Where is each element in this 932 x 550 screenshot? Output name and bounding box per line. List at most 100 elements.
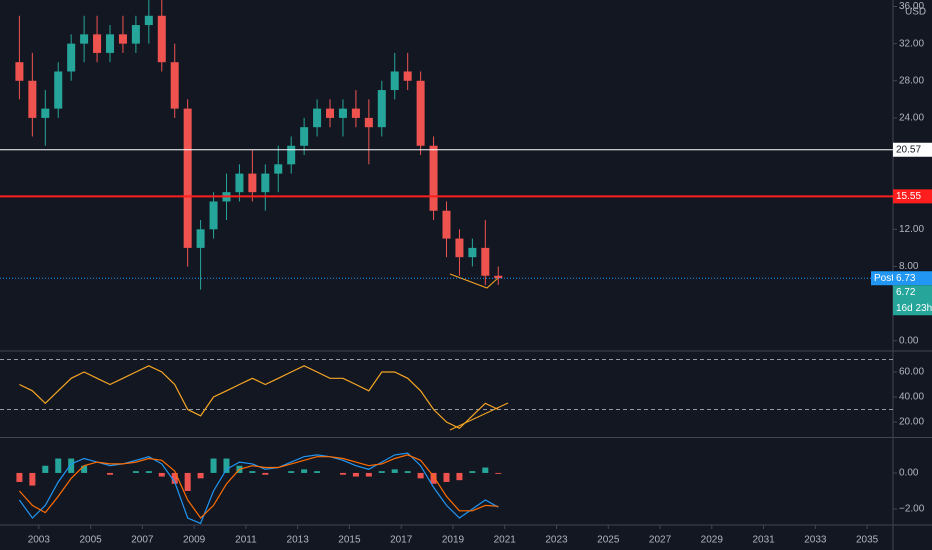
histogram-bar xyxy=(339,472,346,475)
histogram-bar xyxy=(132,471,139,473)
price-label: 20.57 xyxy=(896,144,921,155)
y-tick-label: 24.00 xyxy=(899,113,924,124)
histogram-bar xyxy=(262,472,269,475)
histogram-bar xyxy=(184,472,191,491)
x-tick-label: 2035 xyxy=(856,535,879,546)
x-tick-label: 2033 xyxy=(804,535,827,546)
histogram-bar xyxy=(197,472,204,479)
last-price-label: 6.73 xyxy=(896,273,916,284)
candle-body xyxy=(364,117,373,128)
histogram-bar xyxy=(404,471,411,473)
x-tick-label: 2017 xyxy=(390,535,413,546)
histogram-bar xyxy=(417,472,424,479)
y-tick-label: 28.00 xyxy=(899,75,924,86)
x-tick-label: 2023 xyxy=(545,535,568,546)
candle-body xyxy=(157,15,166,63)
y-tick-label: 60.00 xyxy=(899,367,924,378)
candle-body xyxy=(15,62,24,81)
candle-body xyxy=(468,247,477,258)
candle-body xyxy=(338,108,347,118)
signal-line xyxy=(18,454,499,519)
price-label-box xyxy=(893,142,932,157)
y-tick-label: 32.00 xyxy=(899,38,924,49)
candle-body xyxy=(183,108,192,248)
candle-body xyxy=(300,127,309,146)
x-tick-label: 2013 xyxy=(287,535,310,546)
histogram-bar xyxy=(223,458,230,473)
candle-body xyxy=(274,164,283,174)
histogram-bar xyxy=(314,471,321,473)
histogram-bar xyxy=(288,471,295,473)
candle-body xyxy=(313,108,322,128)
candle-body xyxy=(67,43,76,72)
histogram-bar xyxy=(430,472,437,484)
y-tick-label: 0.00 xyxy=(899,335,919,346)
candle-body xyxy=(494,275,503,279)
candle-body xyxy=(106,34,115,53)
post-tag-box xyxy=(871,271,893,286)
y-tick-label: −2.00 xyxy=(899,504,925,515)
candle-body xyxy=(196,229,205,248)
y-tick-label: 12.00 xyxy=(899,224,924,235)
candle-body xyxy=(41,108,50,118)
candle-body xyxy=(326,108,335,118)
candle-body xyxy=(455,238,464,258)
histogram-bar xyxy=(482,467,489,473)
currency-label: USD xyxy=(905,7,926,18)
candle-body xyxy=(481,247,490,276)
x-tick-label: 2027 xyxy=(649,535,672,546)
candle-body xyxy=(93,34,102,53)
histogram-bar xyxy=(158,472,165,477)
candle-body xyxy=(390,71,399,91)
histogram-bar xyxy=(55,458,62,473)
x-tick-label: 2029 xyxy=(701,535,724,546)
x-tick-label: 2031 xyxy=(752,535,775,546)
x-tick-label: 2019 xyxy=(442,535,465,546)
candle-body xyxy=(403,71,412,81)
histogram-bar xyxy=(301,469,308,473)
y-tick-label: 20.00 xyxy=(899,417,924,428)
candle-body xyxy=(235,173,244,193)
histogram-bar xyxy=(443,472,450,482)
histogram-bar xyxy=(29,472,36,486)
histogram-bar xyxy=(42,465,49,473)
histogram-bar xyxy=(145,471,152,473)
candle-body xyxy=(54,71,63,109)
price-label-box xyxy=(893,189,932,204)
histogram-bar xyxy=(107,472,114,475)
y-tick-label: 40.00 xyxy=(899,392,924,403)
histogram-bar xyxy=(456,472,463,481)
candle-body xyxy=(287,145,296,165)
x-tick-label: 2011 xyxy=(235,535,257,546)
y-tick-label: 8.00 xyxy=(899,261,919,272)
x-tick-label: 2007 xyxy=(131,535,154,546)
histogram-bar xyxy=(391,469,398,473)
x-tick-label: 2003 xyxy=(28,535,51,546)
candle-body xyxy=(118,34,127,44)
histogram-bar xyxy=(171,472,178,484)
candle-body xyxy=(144,15,153,26)
candle-body xyxy=(131,25,140,44)
x-tick-label: 2021 xyxy=(494,535,517,546)
histogram-bar xyxy=(365,472,372,477)
x-tick-label: 2015 xyxy=(338,535,361,546)
candle-body xyxy=(28,80,37,118)
histogram-bar xyxy=(81,465,88,473)
price-label: 15.55 xyxy=(896,191,921,202)
candle-body xyxy=(209,201,218,230)
close-price-box xyxy=(893,285,932,316)
histogram-bar xyxy=(495,472,502,474)
candle-body xyxy=(80,34,89,44)
divergence-line xyxy=(449,402,509,431)
histogram-bar xyxy=(68,458,75,473)
candle-body xyxy=(377,90,386,128)
candle-body xyxy=(429,145,438,211)
candle-body xyxy=(351,108,360,118)
y-tick-label: 36.00 xyxy=(899,1,924,12)
rsi-line xyxy=(19,365,499,430)
y-tick-label: 0.00 xyxy=(899,468,919,479)
post-tag: Post xyxy=(874,273,894,284)
